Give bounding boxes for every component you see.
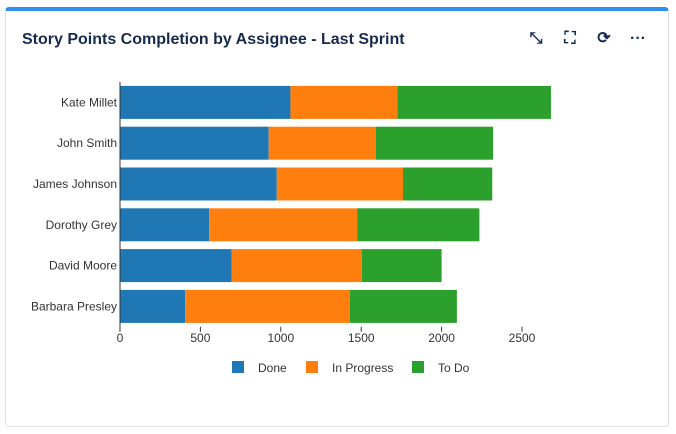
bar-to-do[interactable] bbox=[357, 208, 480, 242]
category-label: Dorothy Grey bbox=[46, 218, 117, 232]
x-tick-label: 2500 bbox=[509, 331, 536, 345]
category-label: James Johnson bbox=[33, 177, 117, 191]
bar-done[interactable] bbox=[120, 289, 186, 323]
more-icon[interactable]: ··· bbox=[630, 30, 646, 47]
legend-swatch bbox=[412, 361, 424, 373]
x-tick-label: 1500 bbox=[348, 331, 375, 345]
bar-done[interactable] bbox=[120, 126, 269, 160]
bar-to-do[interactable] bbox=[362, 249, 442, 283]
bar-in-progress[interactable] bbox=[268, 126, 376, 160]
legend-swatch bbox=[306, 361, 318, 373]
bar-done[interactable] bbox=[120, 167, 277, 201]
minimize-icon[interactable]: ⤡ bbox=[529, 30, 543, 47]
bar-to-do[interactable] bbox=[375, 126, 494, 160]
bar-to-do[interactable] bbox=[397, 85, 551, 119]
refresh-icon[interactable]: ⟳ bbox=[597, 30, 611, 47]
bar-in-progress[interactable] bbox=[231, 249, 363, 283]
x-tick-label: 1000 bbox=[267, 331, 294, 345]
x-tick-label: 2000 bbox=[428, 331, 455, 345]
bar-done[interactable] bbox=[120, 208, 210, 242]
category-label: John Smith bbox=[57, 136, 117, 150]
bar-to-do[interactable] bbox=[349, 289, 457, 323]
legend-swatch bbox=[232, 361, 244, 373]
category-label: Barbara Presley bbox=[31, 299, 117, 313]
legend-label[interactable]: Done bbox=[258, 361, 287, 375]
bar-done[interactable] bbox=[120, 249, 232, 283]
bar-in-progress[interactable] bbox=[276, 167, 404, 201]
category-label: Kate Millet bbox=[61, 95, 118, 109]
fullscreen-icon[interactable]: ⛶ bbox=[564, 30, 576, 47]
bar-in-progress[interactable] bbox=[209, 208, 358, 242]
legend-label[interactable]: To Do bbox=[438, 361, 470, 375]
bar-in-progress[interactable] bbox=[290, 85, 398, 119]
x-tick-label: 500 bbox=[190, 331, 210, 345]
bar-done[interactable] bbox=[120, 85, 291, 119]
x-tick-label: 0 bbox=[117, 331, 124, 345]
category-label: David Moore bbox=[49, 259, 117, 273]
bar-to-do[interactable] bbox=[403, 167, 493, 201]
legend-label[interactable]: In Progress bbox=[332, 361, 393, 375]
bar-in-progress[interactable] bbox=[185, 289, 350, 323]
chart-title: Story Points Completion by Assignee - La… bbox=[22, 31, 405, 48]
